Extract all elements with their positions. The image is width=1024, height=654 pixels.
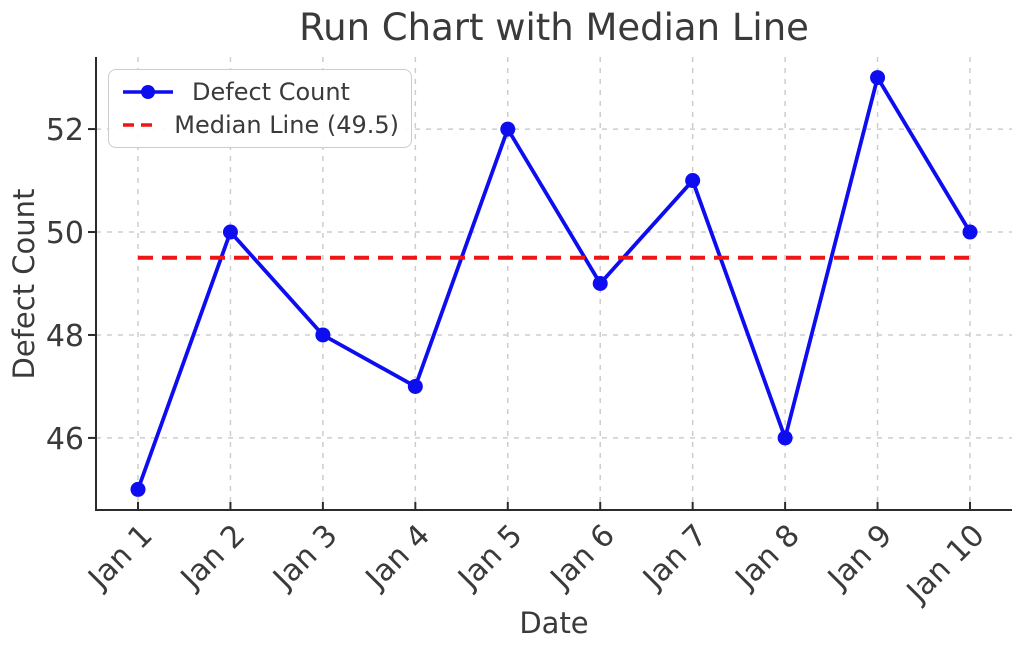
data-point xyxy=(962,224,978,240)
y-tick-label: 52 xyxy=(46,113,84,148)
y-tick-label: 48 xyxy=(46,319,84,354)
chart-title: Run Chart with Median Line xyxy=(299,6,809,49)
defect-count-line xyxy=(136,75,972,492)
data-point xyxy=(777,430,793,446)
x-axis-label: Date xyxy=(519,606,589,640)
legend-dashed-line-sample xyxy=(123,122,158,127)
data-point xyxy=(130,481,146,497)
x-tick-label: Jan 7 xyxy=(635,518,714,597)
x-tick-label: Jan 2 xyxy=(173,518,252,597)
legend-line-marker-sample xyxy=(123,85,173,100)
x-tick-label: Jan 1 xyxy=(81,518,160,597)
data-point xyxy=(407,378,423,394)
data-point xyxy=(222,224,238,240)
x-tick-label: Jan 9 xyxy=(820,518,899,597)
data-point xyxy=(685,173,701,189)
legend-label-defect-count: Defect Count xyxy=(192,78,350,107)
data-point xyxy=(592,276,608,291)
x-tick-label: Jan 6 xyxy=(543,518,622,597)
legend-item-defect-count: Defect Count xyxy=(121,78,399,106)
x-tick-label: Jan 5 xyxy=(450,518,529,597)
legend-label-median-line: Median Line (49.5) xyxy=(174,110,399,139)
legend: Defect Count Median Line (49.5) xyxy=(108,69,412,148)
x-tick-label: Jan 4 xyxy=(358,518,437,597)
x-tick-label: Jan 8 xyxy=(728,518,807,597)
x-tick-label: Jan 3 xyxy=(265,518,344,597)
data-point xyxy=(870,70,886,86)
x-tick-label: Jan 10 xyxy=(899,518,992,611)
y-axis-label: Defect Count xyxy=(7,188,41,380)
legend-item-median-line: Median Line (49.5) xyxy=(121,111,399,139)
y-tick-label: 46 xyxy=(46,422,84,457)
data-point xyxy=(500,121,516,137)
legend-circle-marker xyxy=(141,85,155,100)
y-tick-label: 50 xyxy=(46,216,84,251)
data-point xyxy=(315,327,331,343)
